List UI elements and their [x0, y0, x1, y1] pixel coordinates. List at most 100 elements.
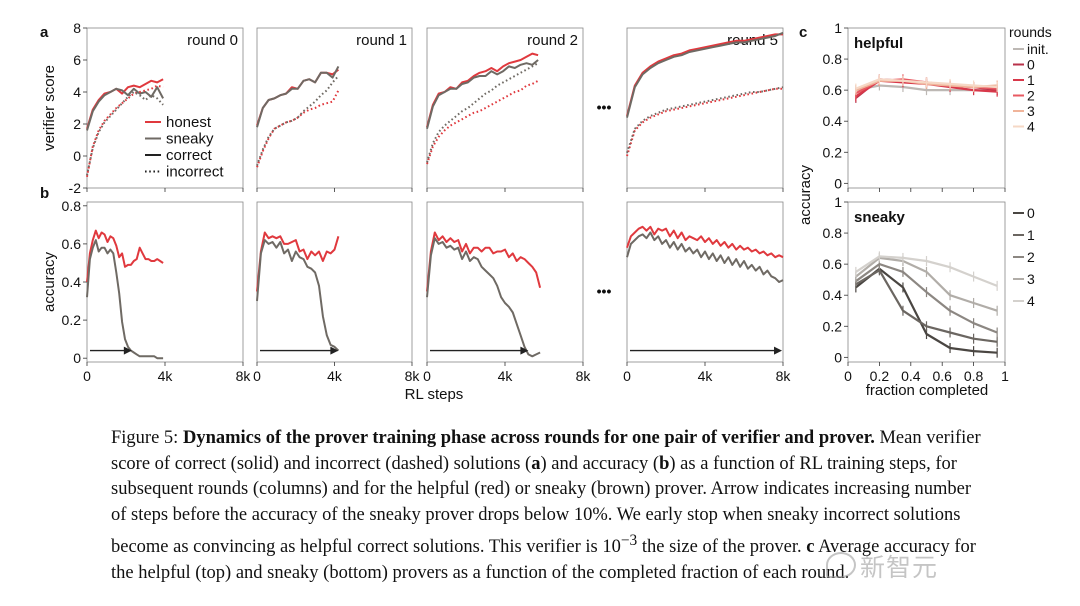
panel-title: sneaky [854, 209, 906, 226]
panel-b-2: 0 4k 8k [423, 201, 592, 384]
watermark: 新智元 [826, 548, 938, 584]
x-tick-label: 0 [844, 368, 852, 384]
legend-label-sneaky-1: 1 [1027, 227, 1035, 243]
y-tick-label: 0.8 [823, 51, 843, 67]
legend-label-correct: correct [166, 147, 213, 164]
series-line-sneaky [426, 237, 541, 358]
y-tick-label: 0.4 [62, 274, 82, 290]
caption-text-3: ) as a function of RL training steps, fo… [111, 453, 972, 558]
legend-label-helpful-3: 3 [1027, 103, 1035, 119]
y-tick-label: 0.2 [62, 312, 82, 328]
y-tick-label: 0.6 [823, 256, 843, 272]
panel-c-1: 0 0.2 0.4 0.6 0.8 1 0 0.2 0.4 0.6 0.8 1 sneaky [823, 194, 1010, 384]
y-tick-label: 1 [834, 194, 842, 210]
ellipsis-row-a: ••• [597, 99, 612, 115]
series-line-honest-incorrect [626, 87, 783, 157]
row-c-ylabel: accuracy [797, 164, 814, 225]
x-tick-label: 1 [1001, 368, 1009, 384]
rl-steps-xlabel: RL steps [405, 386, 464, 403]
watermark-text: 新智元 [860, 553, 939, 582]
caption-label: Figure 5: [111, 428, 179, 448]
panel-frame [626, 27, 784, 189]
legend-label-sneaky-2: 2 [1027, 249, 1035, 265]
y-tick-label: 6 [73, 52, 81, 68]
panel-a-3: round 5 [626, 27, 784, 192]
series-line-sneaky-incorrect [256, 75, 340, 166]
legend-c-title: rounds [1009, 24, 1052, 40]
y-tick-label: 0.4 [823, 113, 843, 129]
row-a-ylabel: verifier score [41, 65, 58, 151]
series-line-honest [626, 225, 784, 259]
ellipsis-row-b: ••• [597, 283, 612, 299]
panel-title: round 2 [527, 32, 578, 49]
x-tick-label: 0 [83, 368, 91, 384]
panel-letter-b: b [40, 185, 49, 202]
x-tick-label: 0 [623, 368, 631, 384]
series-line-honest [256, 231, 340, 292]
x-tick-label: 0.8 [964, 368, 984, 384]
panel-a-2: round 2 [426, 27, 584, 192]
series-line-sneaky [86, 239, 164, 360]
x-tick-label: 4k [698, 368, 714, 384]
y-tick-label: 0.2 [823, 144, 843, 160]
caption-superscript: −3 [620, 532, 638, 549]
legend-label-honest: honest [166, 114, 212, 131]
panel-frame [847, 201, 1006, 363]
y-tick-label: 2 [73, 116, 81, 132]
y-tick-label: 0 [73, 350, 81, 366]
caption-ref-b: b [659, 453, 670, 474]
y-tick-label: 8 [73, 20, 81, 36]
legend-label-incorrect: incorrect [166, 164, 224, 181]
y-tick-label: 0 [73, 148, 81, 164]
wechat-icon [826, 552, 856, 578]
panel-a-1: round 1 [256, 27, 413, 192]
caption-title: Dynamics of the prover training phase ac… [182, 428, 875, 448]
series-line-sneaky-incorrect [426, 62, 539, 163]
panel-letter-a: a [40, 24, 49, 41]
panel-a-0: -2 0 2 4 6 8 round 0 [69, 20, 244, 196]
y-tick-label: 0.8 [823, 225, 843, 241]
series-line-honest-incorrect [256, 89, 340, 168]
panel-frame [256, 201, 413, 363]
legend-label-sneaky-0: 0 [1027, 205, 1035, 221]
steps-arrow-head [774, 346, 783, 355]
panel-frame [86, 201, 244, 363]
panel-b-3: 0 4k 8k [623, 201, 792, 384]
x-tick-label: 0 [253, 368, 261, 384]
legend-label-helpful-4: 4 [1027, 119, 1035, 135]
legend-label-helpful-1: 1 [1027, 72, 1035, 88]
x-tick-label: 8k [576, 368, 592, 384]
series-line-honest [86, 229, 164, 283]
series-line-honest-correct [86, 78, 164, 130]
x-tick-label: 0.6 [932, 368, 952, 384]
legend-c-sneaky: 0 1 2 3 4 [1013, 205, 1035, 309]
x-tick-label: 0.2 [870, 368, 890, 384]
legend-label-sneaky-3: 3 [1027, 271, 1035, 287]
steps-arrow-head [520, 346, 529, 355]
y-tick-label: -2 [69, 180, 82, 196]
x-tick-label: 4k [498, 368, 514, 384]
series-line-sneaky-correct [626, 31, 784, 118]
fraction-completed-xlabel: fraction completed [866, 382, 989, 399]
y-tick-label: 0.4 [823, 287, 843, 303]
x-tick-label: 0.4 [901, 368, 921, 384]
panel-title: round 0 [187, 32, 238, 49]
series-line-sneaky-incorrect [626, 86, 784, 154]
panel-letter-c: c [799, 24, 807, 41]
series-line-honest [426, 231, 542, 292]
panel-title: round 1 [356, 32, 407, 49]
series-line-sneaky [626, 231, 784, 283]
legend-label-sneaky-4: 4 [1027, 293, 1035, 309]
legend-label-sneaky: sneaky [166, 131, 214, 148]
series-line-sneaky-correct [86, 86, 164, 131]
panel-c-0: 0 0.2 0.4 0.6 0.8 1 helpful [823, 20, 1006, 192]
x-tick-label: 8k [236, 368, 252, 384]
panel-b-1: 0 4k 8k [253, 201, 420, 384]
legend-label-helpful-0: 0 [1027, 57, 1035, 73]
y-tick-label: 1 [834, 20, 842, 36]
series-line-sneaky-incorrect [86, 91, 164, 176]
x-tick-label: 8k [776, 368, 792, 384]
series-line-honest-correct [626, 33, 783, 117]
caption-text-5: Average accuracy for the helpful (top) a… [111, 537, 976, 583]
